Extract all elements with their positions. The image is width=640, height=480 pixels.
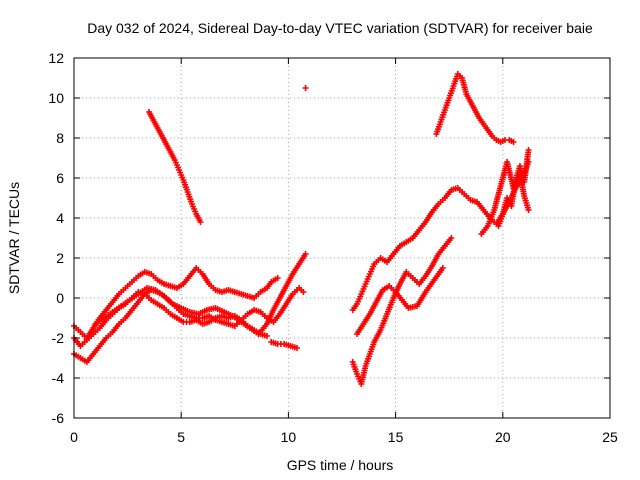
x-tick-label: 25 [602, 429, 618, 445]
series-arc-i [349, 235, 455, 387]
y-tick-label: -4 [52, 370, 65, 386]
y-tick-label: 2 [56, 250, 64, 266]
chart-title: Day 032 of 2024, Sidereal Day-to-day VTE… [87, 20, 593, 36]
series-arc-j [354, 265, 446, 337]
x-tick-label: 5 [177, 429, 185, 445]
data-point [263, 333, 270, 339]
plot-frame [73, 57, 611, 419]
data-point [525, 207, 532, 213]
x-tick-label: 0 [70, 429, 78, 445]
data-point [293, 345, 300, 351]
y-tick-label: -2 [52, 330, 65, 346]
data-point [439, 265, 446, 271]
data-point [510, 139, 517, 145]
y-tick-label: 6 [56, 170, 64, 186]
data-points [71, 71, 532, 387]
y-tick-label: 10 [48, 90, 64, 106]
data-point [274, 275, 281, 281]
series-arc-a [71, 265, 281, 341]
grid-lines [74, 58, 610, 418]
series-arc-m [495, 147, 532, 229]
data-point [525, 147, 532, 153]
series-arc-f [268, 339, 300, 351]
y-axis-label: SDTVAR / TECUs [6, 182, 22, 294]
y-tick-label: 0 [56, 290, 64, 306]
y-tick-label: 12 [48, 50, 64, 66]
data-point [302, 251, 309, 257]
series-arc-e [146, 109, 204, 225]
y-tick-label: 8 [56, 130, 64, 146]
x-axis-label: GPS time / hours [287, 457, 394, 473]
series-arc-c [71, 285, 307, 365]
data-point [300, 289, 307, 295]
y-tick-label: 4 [56, 210, 64, 226]
data-point [197, 219, 204, 225]
x-tick-label: 15 [388, 429, 404, 445]
x-tick-label: 20 [495, 429, 511, 445]
y-tick-label: -6 [52, 410, 65, 426]
series-arc-k [433, 71, 517, 145]
axis-ticks: 0 5 10 15 20 25 -6 -4 -2 0 2 4 6 8 10 12 [48, 50, 618, 445]
data-point [448, 235, 455, 241]
x-tick-label: 10 [281, 429, 297, 445]
series-arc-d [92, 251, 309, 337]
data-point [302, 85, 309, 91]
series-arc-g [302, 85, 309, 91]
